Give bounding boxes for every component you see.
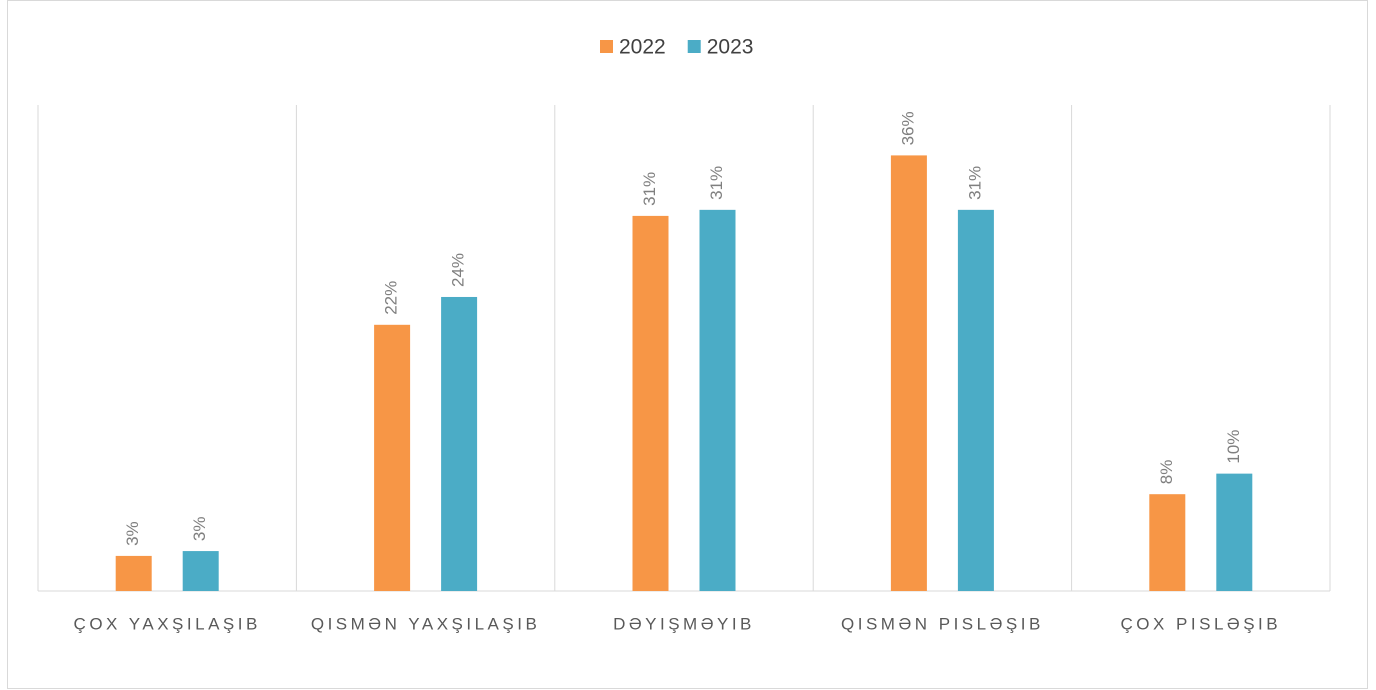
data-label: 24% [449, 253, 468, 287]
bar [441, 296, 478, 591]
data-label: 22% [382, 281, 401, 315]
data-label: 31% [707, 166, 726, 200]
bar [890, 155, 927, 591]
chart-frame [7, 0, 1368, 689]
legend-label: 2022 [619, 36, 666, 59]
x-tick-label: ÇOX YAXŞILAŞIB [74, 614, 261, 633]
data-label: 10% [1224, 430, 1243, 464]
data-label: 31% [965, 166, 984, 200]
data-label: 3% [190, 516, 209, 541]
bar [1216, 473, 1253, 591]
data-label: 31% [640, 172, 659, 206]
bar [1149, 494, 1186, 591]
legend-swatch [687, 40, 701, 53]
legend-label: 2023 [707, 36, 754, 59]
bar [699, 209, 736, 591]
data-label: 3% [123, 521, 142, 546]
x-tick-label: QISMƏN PISLƏŞIB [841, 614, 1044, 633]
data-label: 36% [898, 111, 917, 145]
bar [374, 324, 411, 591]
bar [632, 215, 669, 591]
bar [182, 551, 219, 591]
legend-swatch [600, 40, 613, 53]
bar [957, 209, 994, 591]
data-label: 8% [1157, 460, 1176, 485]
bar [115, 555, 152, 591]
x-tick-label: DƏYIŞMƏYIB [613, 614, 755, 633]
x-tick-label: QISMƏN YAXŞILAŞIB [311, 614, 540, 633]
x-tick-label: ÇOX PISLƏŞIB [1120, 614, 1281, 633]
